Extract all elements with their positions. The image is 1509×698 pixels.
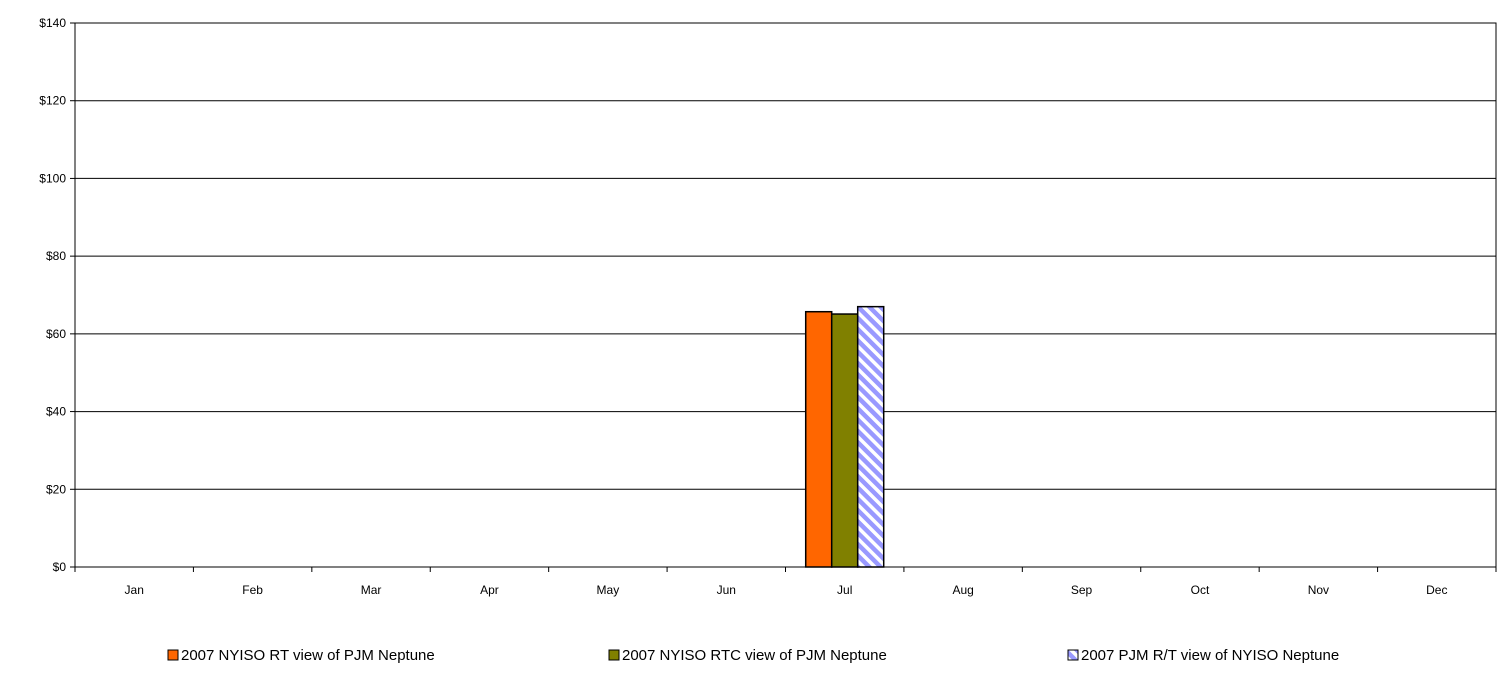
x-tick-label: Nov xyxy=(1308,583,1329,597)
bar xyxy=(830,313,859,568)
y-axis-ticks: $0 $20 $40 $60 $80 $100 $120 $140 xyxy=(39,16,75,574)
y-tick-label: $40 xyxy=(46,405,66,419)
x-tick-label: Apr xyxy=(480,583,499,597)
gridlines xyxy=(75,22,1496,568)
y-tick-label: $20 xyxy=(46,482,66,496)
legend-label: 2007 NYISO RTC view of PJM Neptune xyxy=(622,647,887,664)
plot-area-frame xyxy=(74,22,1497,568)
legend-item: 2007 PJM R/T view of NYISO Neptune xyxy=(1067,647,1339,664)
bar xyxy=(804,310,833,568)
legend-label: 2007 PJM R/T view of NYISO Neptune xyxy=(1081,647,1339,664)
legend-label: 2007 NYISO RT view of PJM Neptune xyxy=(181,647,435,664)
legend-item: 2007 NYISO RT view of PJM Neptune xyxy=(167,647,435,664)
x-tick-label: Jan xyxy=(125,583,144,597)
legend-swatch xyxy=(608,649,620,661)
x-tick-label: Jul xyxy=(837,583,852,597)
legend: 2007 NYISO RT view of PJM Neptune 2007 NY… xyxy=(167,647,1339,664)
y-tick-label: $120 xyxy=(39,94,66,108)
legend-item: 2007 NYISO RTC view of PJM Neptune xyxy=(608,647,887,664)
y-tick-label: $0 xyxy=(53,560,67,574)
x-tick-label: May xyxy=(597,583,620,597)
x-axis-ticks: Jan Feb Mar Apr May Jun Jul Aug Sep Oct Nov Dec xyxy=(74,567,1497,597)
legend-swatch xyxy=(167,649,179,661)
y-tick-label: $140 xyxy=(39,16,66,30)
x-tick-label: Jun xyxy=(717,583,736,597)
y-tick-label: $80 xyxy=(46,249,66,263)
bar xyxy=(856,305,885,568)
x-tick-label: Feb xyxy=(242,583,263,597)
y-tick-label: $100 xyxy=(39,171,66,185)
x-tick-label: Dec xyxy=(1426,583,1447,597)
legend-swatch xyxy=(1067,649,1079,661)
x-tick-label: Sep xyxy=(1071,583,1093,597)
y-tick-label: $60 xyxy=(46,327,66,341)
x-tick-label: Mar xyxy=(361,583,382,597)
x-tick-label: Aug xyxy=(952,583,973,597)
bars xyxy=(804,305,885,568)
x-tick-label: Oct xyxy=(1191,583,1210,597)
